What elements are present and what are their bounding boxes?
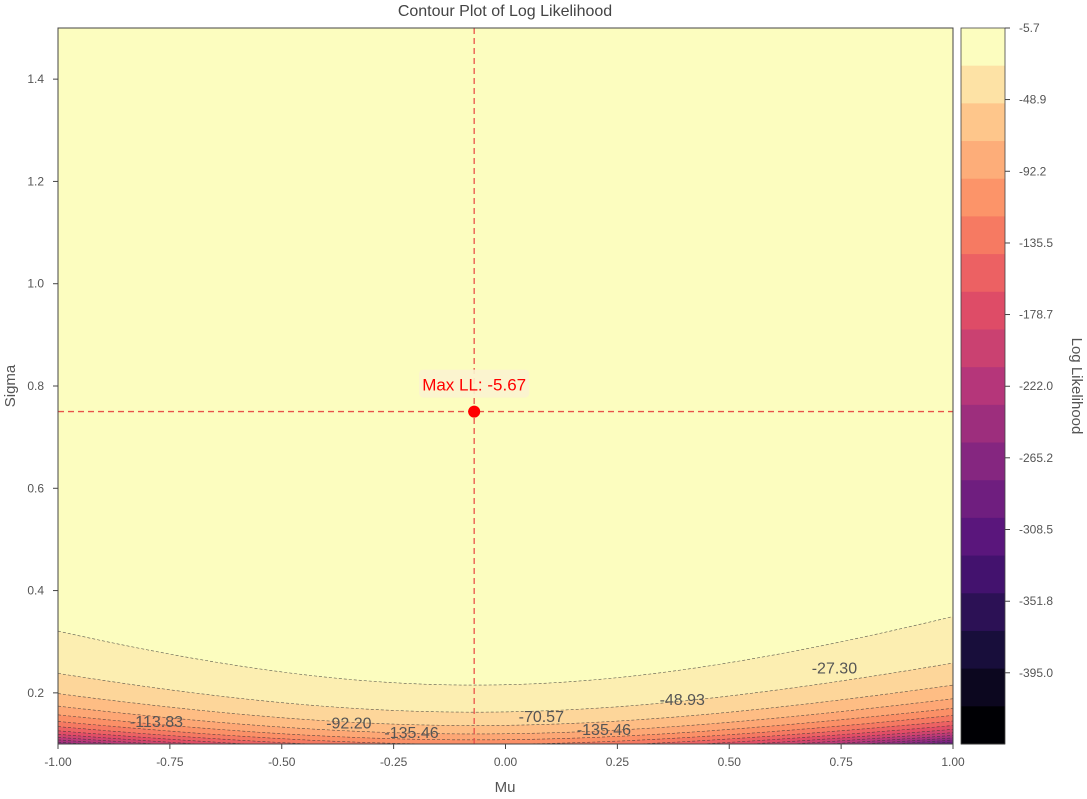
y-tick-label: 0.6 — [27, 481, 44, 495]
contour-label: -48.93 — [660, 692, 705, 709]
contour-line — [58, 616, 953, 686]
colorbar-band — [961, 178, 1005, 217]
y-tick-label: 1.0 — [27, 277, 44, 291]
contour-line — [58, 725, 953, 744]
colorbar-band — [961, 480, 1005, 519]
colorbar-band — [961, 404, 1005, 444]
max-point — [468, 405, 481, 418]
colorbar-tick-label: -178.7 — [1019, 308, 1053, 322]
x-axis-label: Mu — [495, 779, 516, 796]
x-tick-label: 0.75 — [829, 755, 853, 769]
x-tick-label: 0.00 — [494, 755, 518, 769]
colorbar: -5.7 -48.9 -92.2 -135.5 -178.7 -222.0 -265.2 -3… — [960, 21, 1053, 745]
colorbar-tick-label: -135.5 — [1019, 236, 1053, 250]
colorbar-band — [961, 291, 1005, 330]
colorbar-band — [961, 28, 1005, 67]
colorbar-band — [961, 329, 1005, 368]
contour-band — [58, 715, 953, 744]
contour-label: -135.46 — [577, 722, 631, 739]
contour-label: -70.57 — [519, 709, 564, 726]
colorbar-band — [961, 216, 1005, 255]
contour-line — [58, 707, 953, 741]
contour-band — [58, 735, 953, 744]
x-tick-label: -0.25 — [380, 755, 408, 769]
x-tick-label: -1.00 — [44, 755, 72, 769]
contour-line — [58, 720, 953, 744]
colorbar-tick-label: -222.0 — [1019, 379, 1053, 393]
colorbar-band — [961, 65, 1005, 104]
contour-label: -92.20 — [326, 716, 371, 733]
contour-line — [58, 729, 953, 744]
colorbar-band — [961, 706, 1005, 745]
contour-line — [58, 732, 953, 744]
contour-line — [58, 698, 953, 735]
colorbar-band — [961, 442, 1005, 481]
annotation-label: Max LL: -5.67 — [422, 376, 526, 395]
colorbar-tick-label: -351.8 — [1019, 594, 1053, 608]
y-tick-label: 0.2 — [27, 686, 44, 700]
contour-label: -135.46 — [384, 725, 438, 742]
colorbar-band — [961, 254, 1005, 293]
x-tick-label: 0.25 — [606, 755, 630, 769]
colorbar-tick-label: -48.9 — [1019, 93, 1047, 107]
colorbar-band — [961, 668, 1005, 707]
x-axis: -1.00 -0.75 -0.50 -0.25 0.00 0.25 0.50 0.75 1.00 — [44, 744, 965, 769]
max-annotation: Max LL: -5.67 — [419, 369, 530, 418]
x-tick-label: -0.75 — [156, 755, 184, 769]
contour-line — [58, 715, 953, 744]
colorbar-band — [961, 103, 1005, 142]
chart-title: Contour Plot of Log Likelihood — [398, 3, 612, 20]
contour-line — [58, 662, 953, 713]
y-axis: 0.2 0.4 0.6 0.8 1.0 1.2 1.4 — [27, 72, 58, 700]
colorbar-band — [961, 141, 1005, 180]
colorbar-tick-label: -265.2 — [1019, 451, 1053, 465]
x-tick-label: -0.50 — [268, 755, 296, 769]
contour-label: -113.83 — [130, 714, 183, 731]
colorbar-band — [961, 517, 1005, 557]
colorbar-band — [961, 593, 1005, 632]
y-tick-label: 0.4 — [27, 584, 44, 598]
contour-label: -27.30 — [812, 660, 857, 677]
x-tick-label: 0.50 — [718, 755, 742, 769]
colorbar-tick-label: -395.0 — [1019, 666, 1053, 680]
colorbar-label: Log Likelihood — [1068, 338, 1085, 435]
colorbar-tick-label: -308.5 — [1019, 523, 1053, 537]
annotation-box — [419, 369, 530, 398]
y-tick-label: 1.2 — [27, 174, 44, 188]
colorbar-band — [961, 630, 1005, 670]
colorbar-tick-label: -5.7 — [1019, 21, 1040, 35]
x-tick-label: 1.00 — [941, 755, 965, 769]
y-tick-label: 0.8 — [27, 379, 44, 393]
y-axis-label: Sigma — [2, 364, 19, 407]
contour-line — [58, 684, 953, 726]
colorbar-band — [961, 367, 1005, 406]
plot-area: -27.30 -48.93 -70.57 -92.20 -113.83 -135.46 -1… — [58, 28, 953, 744]
colorbar-tick-label: -92.2 — [1019, 164, 1047, 178]
colorbar-band — [961, 555, 1005, 594]
y-tick-label: 1.4 — [27, 72, 44, 86]
